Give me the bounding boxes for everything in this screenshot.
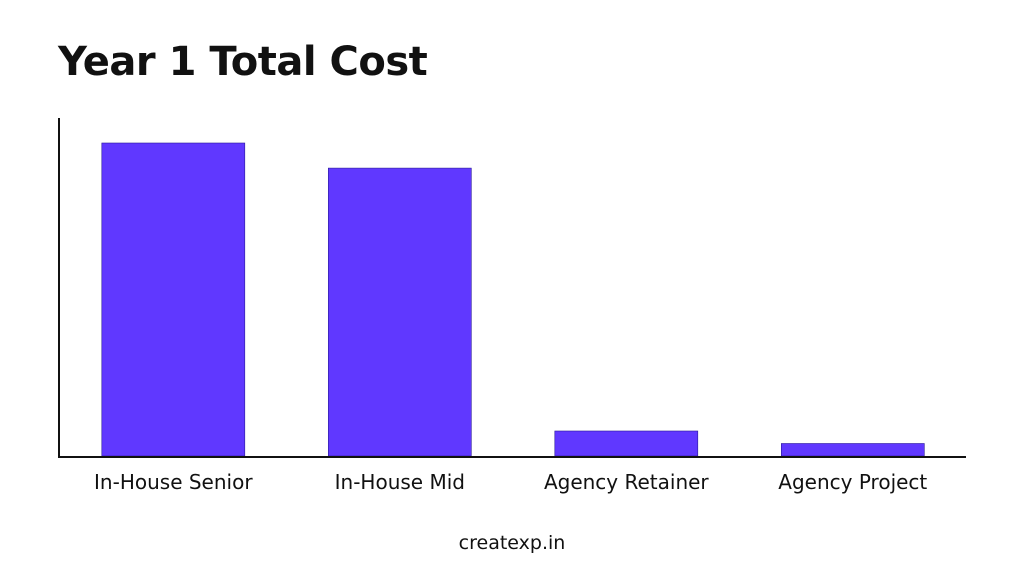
bar-in-house-mid xyxy=(327,167,472,457)
x-tick-label: Agency Project xyxy=(778,470,927,494)
x-tick-label: Agency Retainer xyxy=(544,470,709,494)
footer-site-label: createxp.in xyxy=(458,532,566,554)
bar-agency-project xyxy=(780,443,925,457)
x-tick-label: In-House Mid xyxy=(335,470,465,494)
bar-in-house-senior xyxy=(101,142,246,457)
x-tick-label: In-House Senior xyxy=(94,470,253,494)
bar-agency-retainer xyxy=(554,430,699,457)
chart-title: Year 1 Total Cost xyxy=(58,39,428,85)
bars-group xyxy=(101,142,925,457)
x-tick-labels: In-House Senior In-House Mid Agency Retain… xyxy=(94,470,927,494)
